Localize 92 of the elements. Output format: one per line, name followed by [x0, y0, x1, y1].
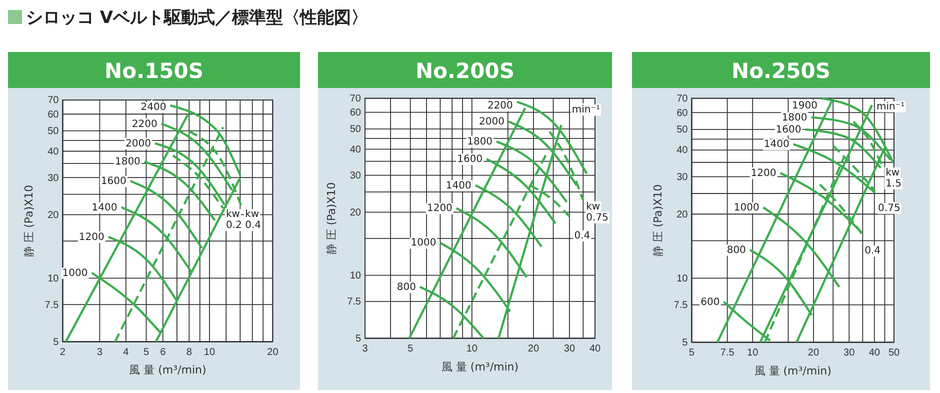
x-tick-label: 2 [60, 346, 66, 358]
x-tick-label: 20 [528, 343, 540, 354]
y-tick-label: 70 [350, 94, 362, 104]
y-tick-label: 30 [48, 172, 60, 184]
chart-title: No.200S [416, 59, 514, 83]
y-tick-label: 7.5 [674, 300, 688, 312]
series-label: 800 [726, 244, 746, 256]
y-tick-label: 50 [350, 124, 362, 136]
x-tick-label: 5 [143, 346, 150, 358]
x-tick-label: 7.5 [720, 347, 735, 358]
x-tick-label: 40 [868, 347, 880, 358]
series-label: 0.2 [226, 220, 242, 232]
x-tick-label: 4 [123, 346, 130, 358]
y-tick-label: 50 [676, 124, 688, 136]
series-label: 1.5 [886, 178, 902, 190]
series-label: 1600 [776, 124, 802, 136]
series-label: 1600 [100, 176, 126, 188]
y-tick-label: 40 [676, 145, 688, 156]
x-tick-label: 20 [267, 346, 279, 358]
x-tick-label: 10 [204, 346, 216, 358]
y-tick-label: 70 [48, 95, 60, 106]
series-label: 800 [396, 282, 416, 293]
series-label: 1600 [457, 154, 483, 166]
x-axis-title: 風 量 (m³/min) [441, 360, 519, 374]
annotation: kw [886, 167, 900, 178]
y-tick-label: 60 [350, 108, 362, 119]
x-tick-label: 40 [589, 343, 601, 354]
y-tick-label: 40 [48, 146, 60, 158]
series-label: 0.75 [586, 212, 608, 224]
y-tick-label: 10 [48, 273, 60, 284]
x-tick-label: 5 [408, 343, 414, 354]
series-label: 1200 [750, 168, 776, 180]
series-label: 2200 [132, 118, 158, 130]
y-tick-label: 30 [350, 170, 362, 182]
y-axis-title: 静 圧 (Pa)X10 [652, 184, 665, 256]
y-tick-label: 7.5 [44, 300, 60, 311]
x-axis-title: 風 量 (m³/min) [754, 364, 832, 378]
x-tick-label: 30 [564, 343, 576, 354]
series-label: 1400 [92, 202, 118, 214]
y-tick-label: 50 [48, 126, 60, 138]
series-label: 2200 [487, 100, 513, 112]
series-label: 1000 [62, 268, 88, 279]
series-label: 2000 [126, 138, 151, 150]
chart-title: No.150S [104, 59, 204, 83]
y-tick-label: 60 [676, 108, 688, 119]
series-label: 2000 [479, 116, 504, 128]
y-tick-label: 20 [350, 207, 362, 218]
series-label: 1400 [446, 180, 472, 192]
y-tick-label: 70 [676, 94, 688, 104]
series-label: 1000 [734, 202, 760, 214]
x-tick-label: 50 [888, 347, 900, 358]
y-tick-label: 5 [355, 334, 362, 344]
x-tick-label: 10 [747, 347, 759, 358]
y-tick-label: 40 [350, 144, 362, 156]
y-tick-label: 30 [676, 172, 688, 183]
series-label: 0.4 [245, 220, 262, 232]
y-tick-label: 20 [48, 210, 60, 221]
series-label: 1800 [114, 156, 140, 168]
series-label: 1800 [782, 112, 808, 124]
x-tick-label: 3 [362, 343, 368, 354]
series-label: 1200 [78, 232, 104, 243]
legend-title: min⁻¹ [572, 104, 600, 116]
series-label: 0.75 [878, 202, 900, 214]
series-label: 1200 [426, 203, 452, 214]
series-label: 1800 [467, 136, 493, 148]
legend-title: min⁻¹ [876, 101, 905, 112]
y-tick-label: 10 [676, 273, 688, 284]
series-label: 0.4 [864, 246, 881, 257]
chart-title: No.250S [732, 59, 830, 83]
y-tick-label: 60 [48, 109, 60, 120]
x-axis-title: 風 量 (m³/min) [129, 364, 206, 377]
y-tick-label: 20 [676, 209, 688, 220]
x-tick-label: 8 [186, 346, 192, 358]
x-tick-label: 20 [808, 347, 820, 358]
series-label: 1000 [410, 238, 436, 249]
y-tick-label: 10 [350, 270, 362, 282]
series-label: 600 [700, 296, 720, 308]
annotation: kw [245, 209, 260, 220]
series-label: 2400 [140, 102, 166, 113]
series-label: 1400 [764, 139, 790, 150]
chart-subtitle: シロッコ Vベルト駆動式／標準型〈性能図〉 [26, 8, 368, 28]
y-axis-title: 静 圧 (Pa)X10 [325, 182, 338, 254]
x-tick-label: 6 [160, 346, 166, 358]
y-axis-title: 静 圧 (Pa)X10 [22, 184, 36, 257]
y-tick-label: 7.5 [347, 296, 362, 308]
annotation: kw [226, 209, 240, 220]
annotation: kw [586, 201, 600, 212]
series-label: 0.4 [574, 230, 590, 242]
x-tick-label: 10 [466, 343, 478, 354]
series-label: 1900 [792, 100, 818, 112]
x-tick-label: 3 [96, 346, 103, 358]
x-tick-label: 30 [844, 347, 856, 358]
